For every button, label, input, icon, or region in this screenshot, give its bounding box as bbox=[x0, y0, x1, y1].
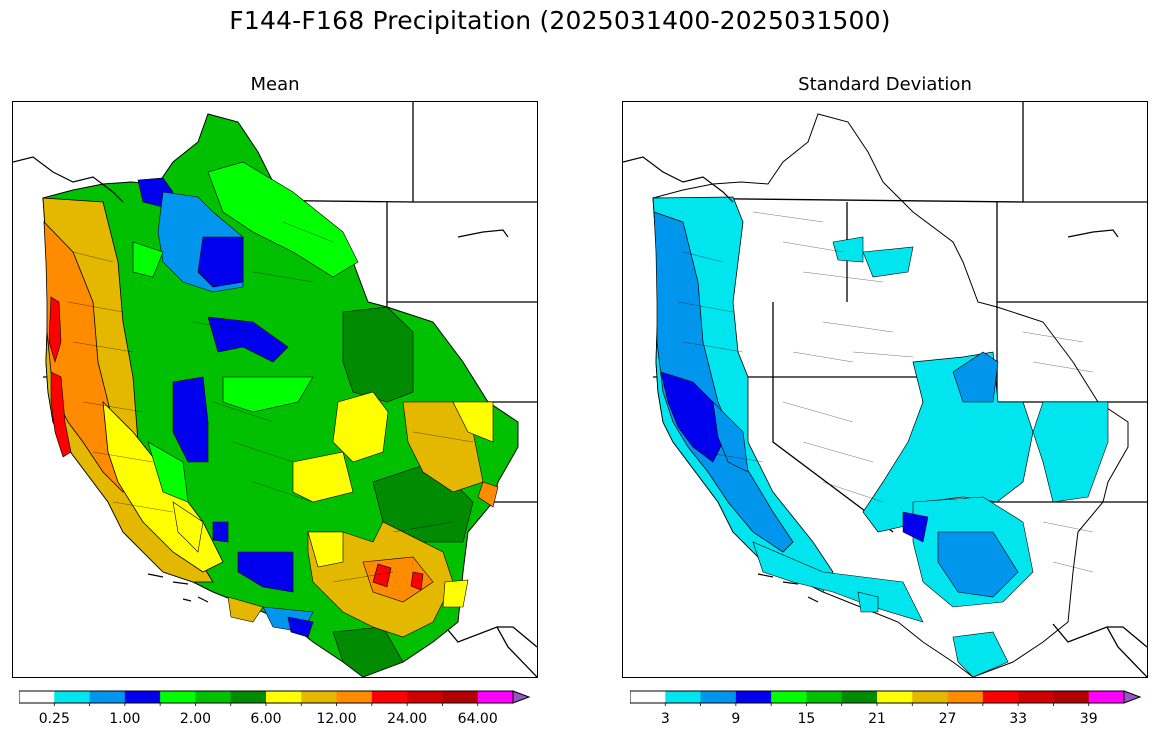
colorbar-tick-label: 0.25 bbox=[38, 711, 70, 727]
colorbar-tick-label: 3 bbox=[660, 711, 670, 727]
colorbar-tick-label: 21 bbox=[868, 711, 886, 727]
colorbar-swatch bbox=[301, 691, 338, 703]
colorbar-swatch bbox=[665, 691, 702, 703]
colorbar-swatch bbox=[1018, 691, 1054, 703]
colorbar-tick-label: 33 bbox=[1009, 711, 1028, 727]
colorbar-tick-label: 6.00 bbox=[250, 711, 282, 727]
colorbar-swatch bbox=[442, 691, 479, 703]
colorbar-swatch bbox=[230, 691, 267, 703]
colorbar-swatch bbox=[266, 691, 302, 703]
colorbar-swatch bbox=[1088, 691, 1125, 703]
colorbar-tick-label: 2.00 bbox=[179, 711, 212, 727]
colorbar-swatch bbox=[947, 691, 984, 703]
colorbar-tick-label: 39 bbox=[1079, 711, 1098, 727]
colorbar-extend-arrow bbox=[1123, 690, 1142, 704]
colorbar-swatch bbox=[336, 691, 373, 703]
colorbar-tick-label: 64.00 bbox=[457, 711, 498, 727]
colorbar-swatch bbox=[912, 691, 949, 703]
colorbar-swatch bbox=[160, 691, 196, 703]
colorbar-tick-label: 9 bbox=[731, 711, 741, 727]
colorbar-extend-arrow bbox=[512, 690, 531, 704]
mean-colorbar-svg bbox=[18, 690, 531, 706]
colorbar-swatch bbox=[371, 691, 408, 703]
colorbar-swatch bbox=[19, 691, 55, 703]
colorbar-tick-label: 15 bbox=[797, 711, 816, 727]
colorbar-swatch bbox=[477, 691, 514, 703]
figure-title: F144-F168 Precipitation (2025031400-2025… bbox=[229, 6, 891, 35]
colorbar-swatch bbox=[630, 691, 666, 703]
colorbar-swatch bbox=[982, 691, 1019, 703]
std-colorbar-svg bbox=[629, 690, 1142, 706]
colorbar-swatch bbox=[771, 691, 807, 703]
colorbar-tick-label: 12.00 bbox=[316, 711, 357, 727]
colorbar-swatch bbox=[1053, 691, 1090, 703]
std-panel-title: Standard Deviation bbox=[798, 74, 972, 95]
colorbar-swatch bbox=[735, 691, 772, 703]
mean-map bbox=[12, 101, 538, 678]
colorbar-swatch bbox=[806, 691, 843, 703]
std-colorbar bbox=[629, 688, 1142, 706]
colorbar-swatch bbox=[700, 691, 737, 703]
colorbar-swatch bbox=[195, 691, 232, 703]
mean-colorbar bbox=[18, 688, 531, 706]
std-map bbox=[622, 101, 1148, 678]
colorbar-swatch bbox=[124, 691, 161, 703]
colorbar-swatch bbox=[54, 691, 91, 703]
colorbar-swatch bbox=[89, 691, 126, 703]
colorbar-swatch bbox=[841, 691, 878, 703]
colorbar-swatch bbox=[877, 691, 913, 703]
colorbar-tick-label: 24.00 bbox=[387, 711, 428, 727]
colorbar-tick-label: 27 bbox=[938, 711, 957, 727]
colorbar-tick-label: 1.00 bbox=[109, 711, 141, 727]
colorbar-swatch bbox=[407, 691, 443, 703]
mean-panel-title: Mean bbox=[250, 74, 300, 95]
